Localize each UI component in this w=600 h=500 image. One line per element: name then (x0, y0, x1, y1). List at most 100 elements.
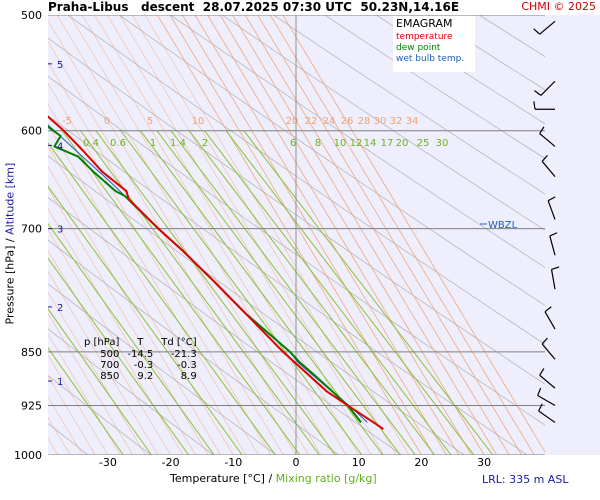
mixing-ratio-line (80, 130, 320, 455)
dry-adiabat-line (48, 75, 545, 426)
isotherm-label: 34 (406, 116, 419, 127)
isotherm-line (48, 208, 197, 455)
isotherm-line (232, 15, 497, 455)
isotherm-label: 20 (286, 116, 299, 127)
profile-series (48, 115, 384, 430)
mixing-ratio-line (48, 347, 124, 455)
isotherm-line (219, 15, 485, 455)
table-cell: 9.2 (137, 371, 154, 382)
mixing-ratio-line (48, 185, 243, 455)
legend-item-dewpoint: dew point (396, 43, 441, 53)
mixing-ratio-label: 17 (381, 138, 394, 149)
mixing-ratio-line (48, 308, 152, 455)
isotherm-line (81, 15, 347, 455)
wind-barb-flag (539, 126, 545, 134)
mixing-ratio-line (61, 130, 301, 455)
isotherm-line (257, 15, 523, 455)
dry-adiabat-line (48, 328, 214, 455)
isotherm-line (207, 15, 472, 455)
wind-barb (534, 80, 556, 96)
isotherm-line (157, 15, 422, 455)
isotherm-line (48, 291, 146, 455)
wind-barb (541, 154, 556, 178)
temperature-tick-label: 10 (352, 456, 366, 469)
summary-table: p [hPa] T Td [°C] 500 -14.5 -21.3 700 -0… (80, 337, 201, 382)
table-header: p [hPa] (84, 337, 120, 348)
isotherm-line (48, 333, 121, 455)
wbzl-label: WBZL (488, 220, 518, 231)
wind-barb-flag (541, 337, 548, 345)
isotherm-line (48, 375, 96, 455)
wind-barb (537, 387, 556, 407)
wind-barb (539, 368, 556, 389)
dry-adiabat-line (48, 375, 152, 455)
isotherm-line (144, 15, 410, 455)
dry-adiabat-line (118, 15, 545, 306)
wind-barb (539, 126, 556, 147)
wind-barb-flag (544, 306, 552, 313)
table-cell: -0.3 (177, 360, 197, 371)
wind-barb-shaft (539, 374, 556, 389)
temperature-tick-label: -20 (162, 456, 180, 469)
station-coords: 50.23N,14.16E (360, 0, 460, 14)
wind-barb-shaft (541, 160, 556, 178)
altitude-tick-label: 2 (57, 303, 63, 314)
legend-item-wetbulb: wet bulb temp. (396, 54, 465, 64)
wind-barb (541, 337, 556, 360)
isotherm-line (56, 15, 322, 455)
isotherm-line (48, 187, 209, 455)
mixing-ratio-label: 6 (290, 138, 296, 149)
legend-title: EMAGRAM (396, 17, 453, 30)
isotherm-line (48, 228, 184, 455)
pressure-tick-label: 850 (21, 346, 42, 359)
table-cell: 8.9 (180, 371, 197, 382)
isotherm-line (282, 15, 545, 453)
mixing-ratio-label: 12 (350, 138, 363, 149)
wind-barb-flag (538, 403, 543, 412)
isotherm-line (48, 270, 159, 455)
wind-barb (549, 232, 558, 256)
temperature-tick-label: -10 (224, 456, 242, 469)
table-header: Td [°C] (161, 337, 197, 348)
dry-adiabat-line (48, 115, 528, 455)
wind-barb-shaft (539, 133, 556, 147)
mixing-ratio-line (225, 130, 475, 455)
temperature-axis-label: Temperature [°C] (170, 472, 265, 485)
table-header-row: p [hPa] T Td [°C] (80, 337, 201, 349)
isotherm-label: 32 (390, 116, 403, 127)
mixing-ratio-line (243, 130, 494, 455)
isotherm-label: 5 (147, 116, 153, 127)
legend-box: EMAGRAM temperature dew point wet bulb t… (393, 16, 475, 72)
series-line-temperature (48, 115, 384, 430)
dry-adiabat-line (48, 37, 545, 385)
temperature-tick-label: -30 (99, 456, 117, 469)
pressure-tick-label: 500 (21, 9, 42, 22)
temperature-tick-label: 20 (414, 456, 428, 469)
isotherm-line (48, 249, 171, 455)
dry-adiabat-line (273, 15, 545, 195)
table-header: T (137, 337, 144, 348)
lrl-label: LRL: 335 m ASL (482, 473, 569, 486)
mixing-ratio-line (48, 257, 190, 455)
altitude-tick-label: 1 (57, 377, 63, 388)
background-grid (48, 15, 545, 455)
wind-barb-shaft (540, 80, 556, 96)
pressure-tick-label: 925 (21, 400, 42, 413)
mixing-ratio-label: 10 (334, 138, 347, 149)
mixing-ratio-label: 0.6 (110, 138, 126, 149)
isotherm-line (119, 15, 385, 455)
dry-adiabat-line (48, 283, 277, 455)
mixing-ratio-label: 2 (202, 138, 208, 149)
altitude-tick-label: 5 (57, 60, 63, 71)
pressure-axis-label: Pressure [hPa] (3, 245, 17, 325)
isotherm-label: 22 (305, 116, 318, 127)
table-cell: -0.3 (133, 360, 154, 371)
altitude-axis-label: Altitude [km] (3, 162, 17, 235)
mixing-ratio-label: 1.4 (170, 138, 186, 149)
dry-adiabat-line (324, 15, 545, 159)
dry-adiabat-line (170, 15, 545, 268)
sounding-datetime: 28.07.2025 07:30 UTC (202, 0, 352, 14)
isotherm-line (244, 15, 510, 455)
legend-item-temperature: temperature (396, 32, 453, 42)
